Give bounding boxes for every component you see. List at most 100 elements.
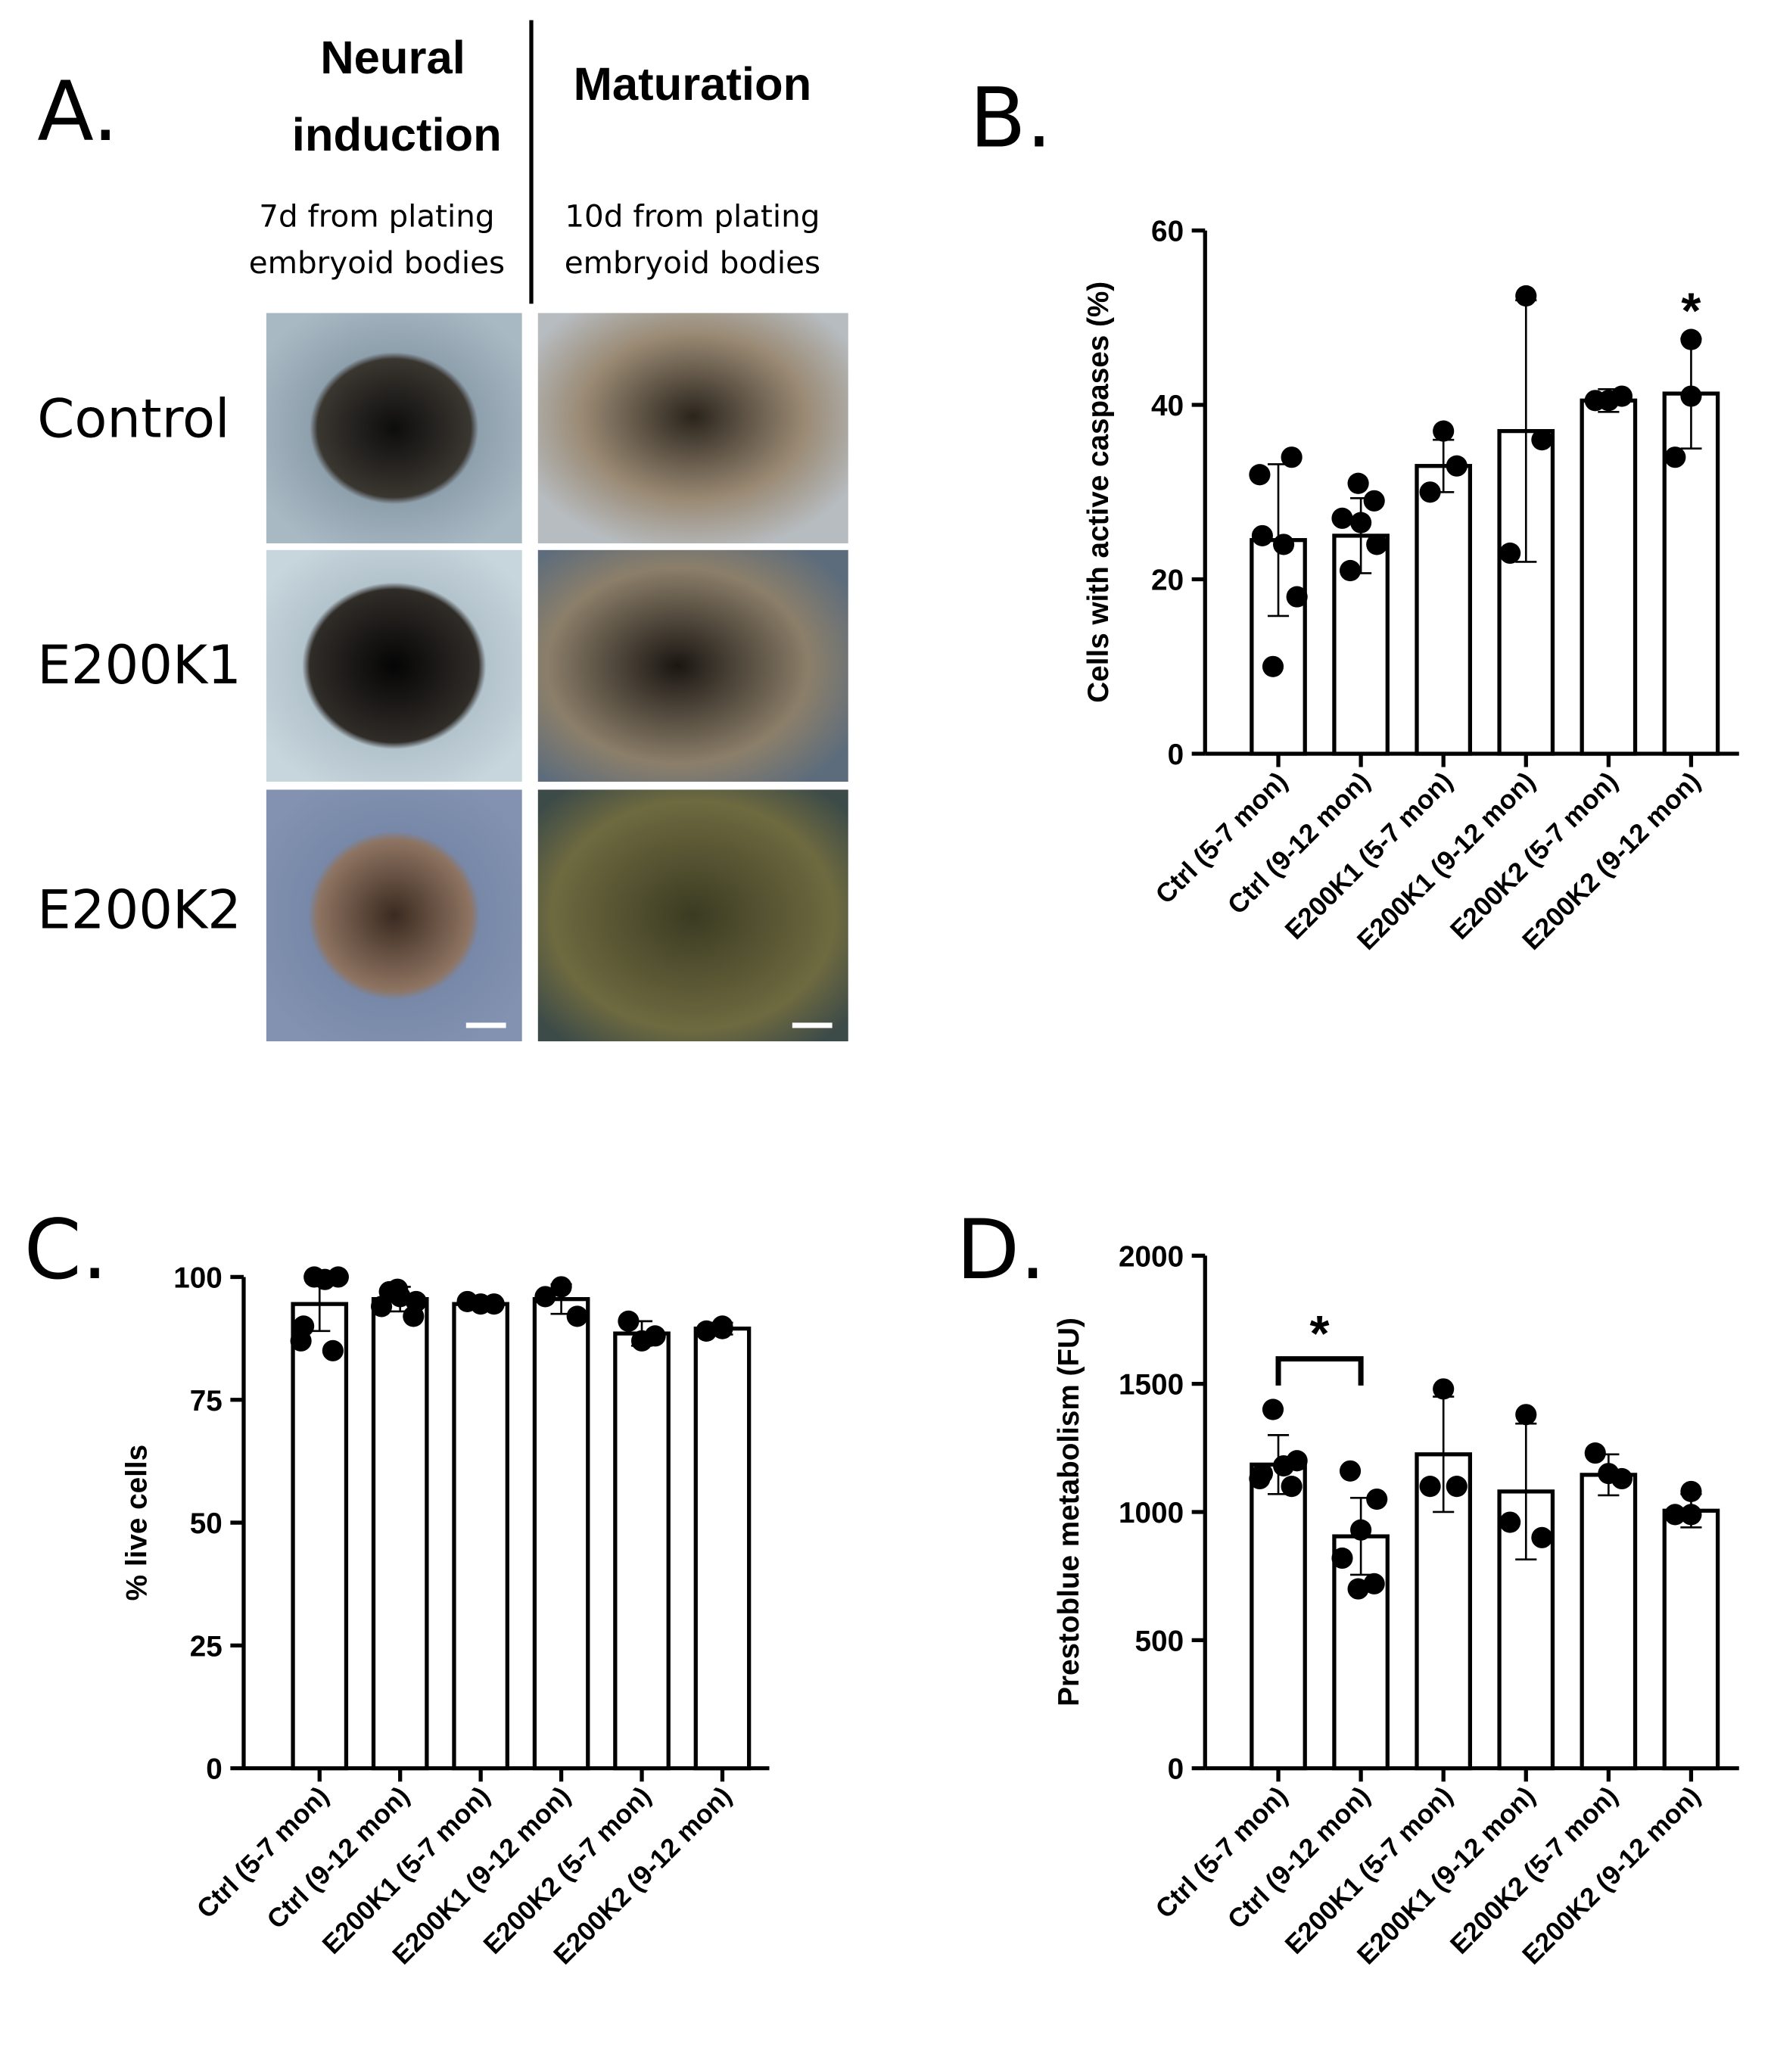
bar: [613, 1331, 671, 1771]
data-point: [1363, 1573, 1385, 1594]
data-point: [1531, 1526, 1553, 1548]
data-point: [1249, 1467, 1271, 1490]
data-point: [1680, 1504, 1702, 1526]
bar: [1580, 1473, 1638, 1771]
y-tick-label: 100: [173, 1262, 223, 1295]
data-point: [1331, 507, 1353, 529]
micrograph: [537, 549, 848, 782]
data-point: [566, 1305, 588, 1327]
bar: [1580, 398, 1638, 756]
column-subtitle: embryoid bodies: [249, 244, 505, 281]
data-point: [1419, 481, 1441, 503]
scale-bar: [465, 1022, 506, 1028]
micrograph: [537, 789, 848, 1042]
data-point: [403, 1305, 425, 1327]
data-point: [550, 1276, 572, 1298]
y-tick-label: 0: [206, 1753, 223, 1786]
data-point: [1350, 512, 1372, 534]
data-point: [696, 1320, 717, 1342]
micrograph: [537, 313, 848, 544]
y-tick-label: 75: [190, 1385, 223, 1417]
column-subtitle: 7d from plating: [259, 198, 494, 234]
data-point: [644, 1325, 666, 1347]
bar: [693, 1326, 752, 1771]
bar: [1662, 1508, 1720, 1771]
data-point: [1363, 490, 1385, 512]
bar: [532, 1297, 590, 1771]
row-label: E200K2: [37, 879, 241, 941]
y-axis-label: % live cells: [121, 1445, 154, 1601]
data-point: [1281, 446, 1303, 468]
panel-label: D.: [956, 1202, 1046, 1298]
scale-bar: [792, 1022, 833, 1028]
data-point: [1433, 1378, 1455, 1400]
row-label: E200K1: [37, 634, 241, 696]
bar: [1250, 1462, 1307, 1771]
significance: *: [1310, 1305, 1330, 1362]
data-point: [1515, 285, 1537, 307]
data-point: [1331, 1547, 1353, 1570]
data-point: [618, 1310, 640, 1332]
y-tick-label: 0: [1168, 739, 1184, 771]
data-point: [1446, 455, 1468, 477]
data-point: [1262, 655, 1284, 677]
data-point: [1611, 385, 1633, 407]
data-point: [1339, 559, 1362, 582]
y-tick-label: 500: [1135, 1625, 1184, 1657]
data-point: [1339, 1460, 1362, 1482]
data-point: [1515, 1404, 1537, 1426]
micrograph: [266, 789, 522, 1042]
micrograph: [266, 549, 522, 782]
x-tick-label: Ctrl (9-12 mon): [1222, 767, 1376, 920]
data-point: [711, 1318, 733, 1339]
micrograph: [266, 313, 522, 544]
row-label: Control: [37, 387, 229, 450]
panel-label: C.: [24, 1202, 108, 1298]
bar: [1415, 464, 1473, 756]
data-point: [1347, 472, 1369, 494]
y-tick-label: 1000: [1119, 1497, 1184, 1529]
data-point: [1584, 1442, 1606, 1464]
y-tick-label: 50: [190, 1507, 223, 1540]
panel-label: A.: [37, 64, 118, 160]
panel-label: B.: [970, 70, 1053, 166]
data-point: [1611, 1467, 1633, 1490]
data-point: [1366, 534, 1388, 555]
data-point: [1680, 1480, 1702, 1502]
y-tick-label: 2000: [1119, 1240, 1184, 1273]
y-tick-label: 60: [1151, 216, 1184, 248]
data-point: [534, 1286, 556, 1308]
bar: [371, 1297, 429, 1771]
y-tick-label: 1500: [1119, 1369, 1184, 1402]
data-point: [387, 1278, 409, 1300]
data-point: [1281, 1476, 1303, 1498]
data-point: [1286, 586, 1308, 608]
data-point: [1347, 1578, 1369, 1600]
y-tick-label: 0: [1168, 1753, 1184, 1786]
data-point: [1350, 1519, 1372, 1541]
column-title: induction: [292, 109, 502, 161]
data-point: [456, 1290, 478, 1312]
data-point: [1499, 542, 1521, 565]
column-title: Maturation: [574, 58, 812, 110]
data-point: [290, 1330, 312, 1352]
data-point: [1251, 524, 1273, 546]
data-point: [1262, 1398, 1284, 1420]
column-subtitle: 10d from plating: [565, 198, 820, 234]
data-point: [370, 1296, 393, 1318]
data-point: [314, 1268, 336, 1290]
y-tick-label: 25: [190, 1630, 223, 1663]
bar: [452, 1302, 509, 1771]
significance: *: [1681, 282, 1701, 339]
data-point: [322, 1339, 344, 1361]
x-tick-label: Ctrl (9-12 mon): [261, 1781, 415, 1934]
y-axis-label: Prestoblue metabolism (FU): [1053, 1318, 1085, 1706]
bar: [291, 1302, 349, 1771]
data-point: [1531, 429, 1553, 451]
data-point: [1272, 534, 1295, 555]
data-point: [1419, 1476, 1441, 1498]
data-point: [1664, 1504, 1686, 1526]
data-point: [1446, 1476, 1468, 1498]
